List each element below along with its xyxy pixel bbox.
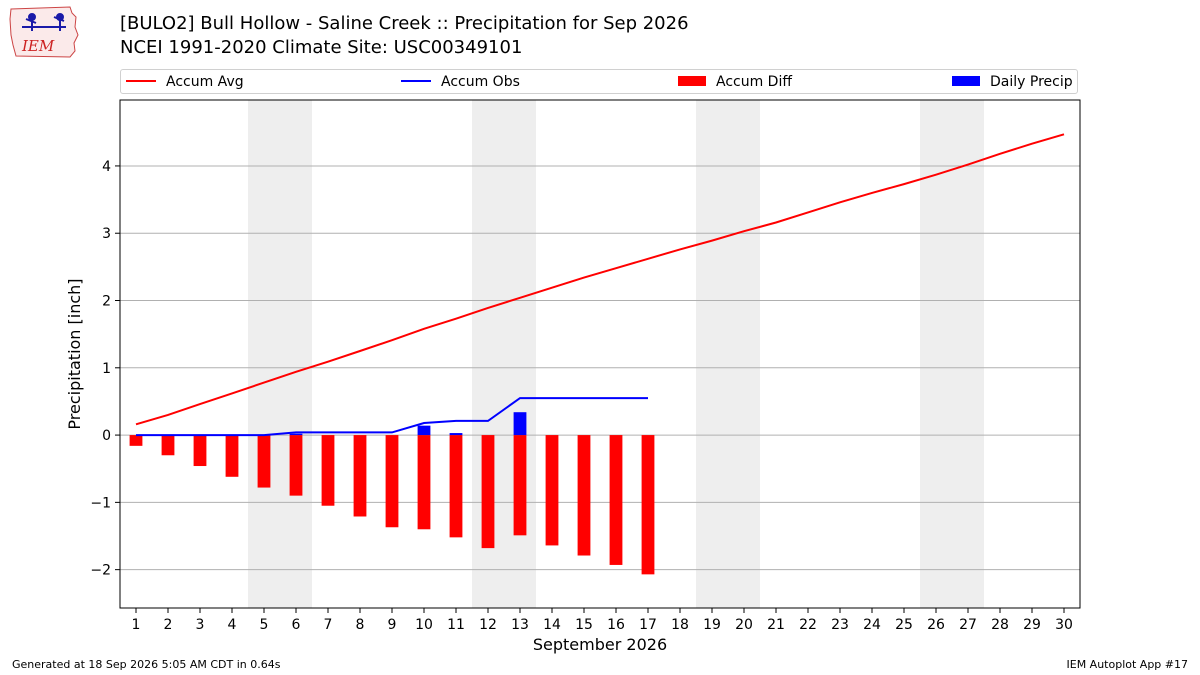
weather-instruments-icon [22,13,66,31]
legend-swatch-daily-precip [952,76,980,86]
x-tick-label: 16 [607,617,625,633]
x-tick-label: 26 [927,617,945,633]
legend-swatch-accum-obs [401,80,431,82]
x-tick-label: 6 [292,617,301,633]
accum-diff-bar [609,435,623,565]
x-tick-label: 19 [703,617,721,633]
x-tick-label: 20 [735,617,753,633]
accum-diff-bar [513,435,527,536]
x-tick-label: 8 [356,617,365,633]
x-tick-label: 29 [1023,617,1041,633]
accum-avg-line [135,133,1065,426]
x-tick-label: 1 [132,617,141,633]
x-tick-label: 22 [799,617,817,633]
accum-diff-bar [353,435,367,517]
legend-item-accum-avg: Accum Avg [126,74,244,90]
x-tick-label: 30 [1055,617,1073,633]
y-tick-label: −1 [90,495,111,511]
x-axis-label: September 2026 [533,635,667,654]
y-axis-label: Precipitation [inch] [65,278,84,429]
accum-diff-bar [385,435,399,528]
iem-logo: IEM [9,6,79,58]
accum-diff-bar [193,435,207,467]
y-tick-label: 1 [102,361,111,377]
weekend-band [920,100,984,608]
accum-diff-bar [641,435,655,575]
accum-diff-bar [545,435,559,546]
accum-diff-bar [417,435,431,530]
x-tick-label: 25 [895,617,913,633]
legend-label-daily-precip: Daily Precip [990,74,1073,90]
accum-diff-bar [321,435,335,506]
daily-precip-bar [449,433,463,436]
legend-label-accum-diff: Accum Diff [716,74,793,90]
accum-diff-bar [289,435,303,496]
chart-title: [BULO2] Bull Hollow - Saline Creek :: Pr… [120,13,689,34]
weekend-band [696,100,760,608]
x-tick-label: 13 [511,617,529,633]
accum-diff-bar [449,435,463,538]
y-tick-label: 0 [102,428,111,444]
accum-diff-bar [257,435,271,488]
y-tick-label: 4 [102,159,111,175]
weekend-band [248,100,312,608]
accum-diff-bar [129,435,143,446]
y-tick-label: −2 [90,563,111,579]
x-tick-label: 17 [639,617,657,633]
x-tick-label: 23 [831,617,849,633]
x-tick-label: 4 [228,617,237,633]
daily-precip-bar [513,412,527,436]
x-tick-label: 28 [991,617,1009,633]
x-tick-label: 15 [575,617,593,633]
x-tick-label: 18 [671,617,689,633]
x-tick-label: 2 [164,617,173,633]
chart-legend: Accum Avg Accum Obs Accum Diff Daily Pre… [120,69,1078,94]
x-tick-label: 5 [260,617,269,633]
daily-precip-bar [417,425,431,436]
x-tick-label: 21 [767,617,785,633]
y-tick-label: 2 [102,294,111,310]
x-tick-label: 14 [543,617,561,633]
daily-precip-bar [289,433,303,436]
x-tick-label: 24 [863,617,881,633]
accum-diff-bar [481,435,495,549]
x-tick-label: 12 [479,617,497,633]
accum-obs-line [136,397,648,437]
accum-diff-bar [225,435,239,477]
footer-generated-text: Generated at 18 Sep 2026 5:05 AM CDT in … [12,658,281,671]
footer-app-text: IEM Autoplot App #17 [1066,658,1189,671]
logo-text: IEM [21,37,55,55]
legend-swatch-accum-diff [678,76,706,86]
x-tick-label: 27 [959,617,977,633]
legend-label-accum-obs: Accum Obs [441,74,520,90]
x-tick-label: 7 [324,617,333,633]
x-tick-label: 10 [415,617,433,633]
x-tick-label: 9 [388,617,397,633]
x-tick-label: 11 [447,617,465,633]
plot-frame [119,99,1081,609]
accum-diff-bar [161,435,175,456]
chart-subtitle: NCEI 1991-2020 Climate Site: USC00349101 [120,37,523,58]
legend-item-accum-diff: Accum Diff [678,74,792,90]
legend-item-daily-precip: Daily Precip [952,74,1073,90]
legend-item-accum-obs: Accum Obs [401,74,520,90]
x-tick-label: 3 [196,617,205,633]
legend-label-accum-avg: Accum Avg [166,74,244,90]
legend-swatch-accum-avg [126,80,156,82]
y-tick-label: 3 [102,226,111,242]
accum-diff-bar [577,435,591,556]
